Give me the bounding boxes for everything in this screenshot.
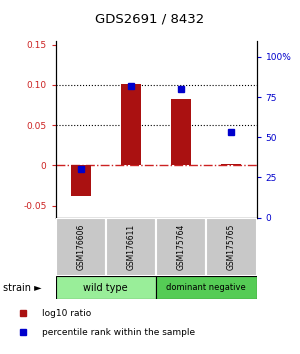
Text: percentile rank within the sample: percentile rank within the sample: [42, 327, 196, 337]
Bar: [56, 218, 106, 276]
Bar: [171, 99, 191, 165]
Bar: [121, 84, 141, 165]
Bar: [70, 165, 91, 196]
Bar: [106, 218, 156, 276]
Text: GSM175765: GSM175765: [227, 224, 236, 270]
Bar: [156, 218, 206, 276]
Text: GSM176611: GSM176611: [126, 224, 135, 270]
Text: wild type: wild type: [83, 282, 128, 293]
Text: GDS2691 / 8432: GDS2691 / 8432: [95, 12, 205, 25]
Text: GSM175764: GSM175764: [177, 224, 186, 270]
Text: dominant negative: dominant negative: [167, 283, 246, 292]
Bar: [221, 164, 242, 165]
Bar: [56, 276, 156, 299]
Text: GSM176606: GSM176606: [76, 224, 85, 270]
Text: strain ►: strain ►: [3, 282, 42, 293]
Bar: [156, 276, 256, 299]
Bar: [206, 218, 256, 276]
Text: log10 ratio: log10 ratio: [42, 309, 92, 318]
